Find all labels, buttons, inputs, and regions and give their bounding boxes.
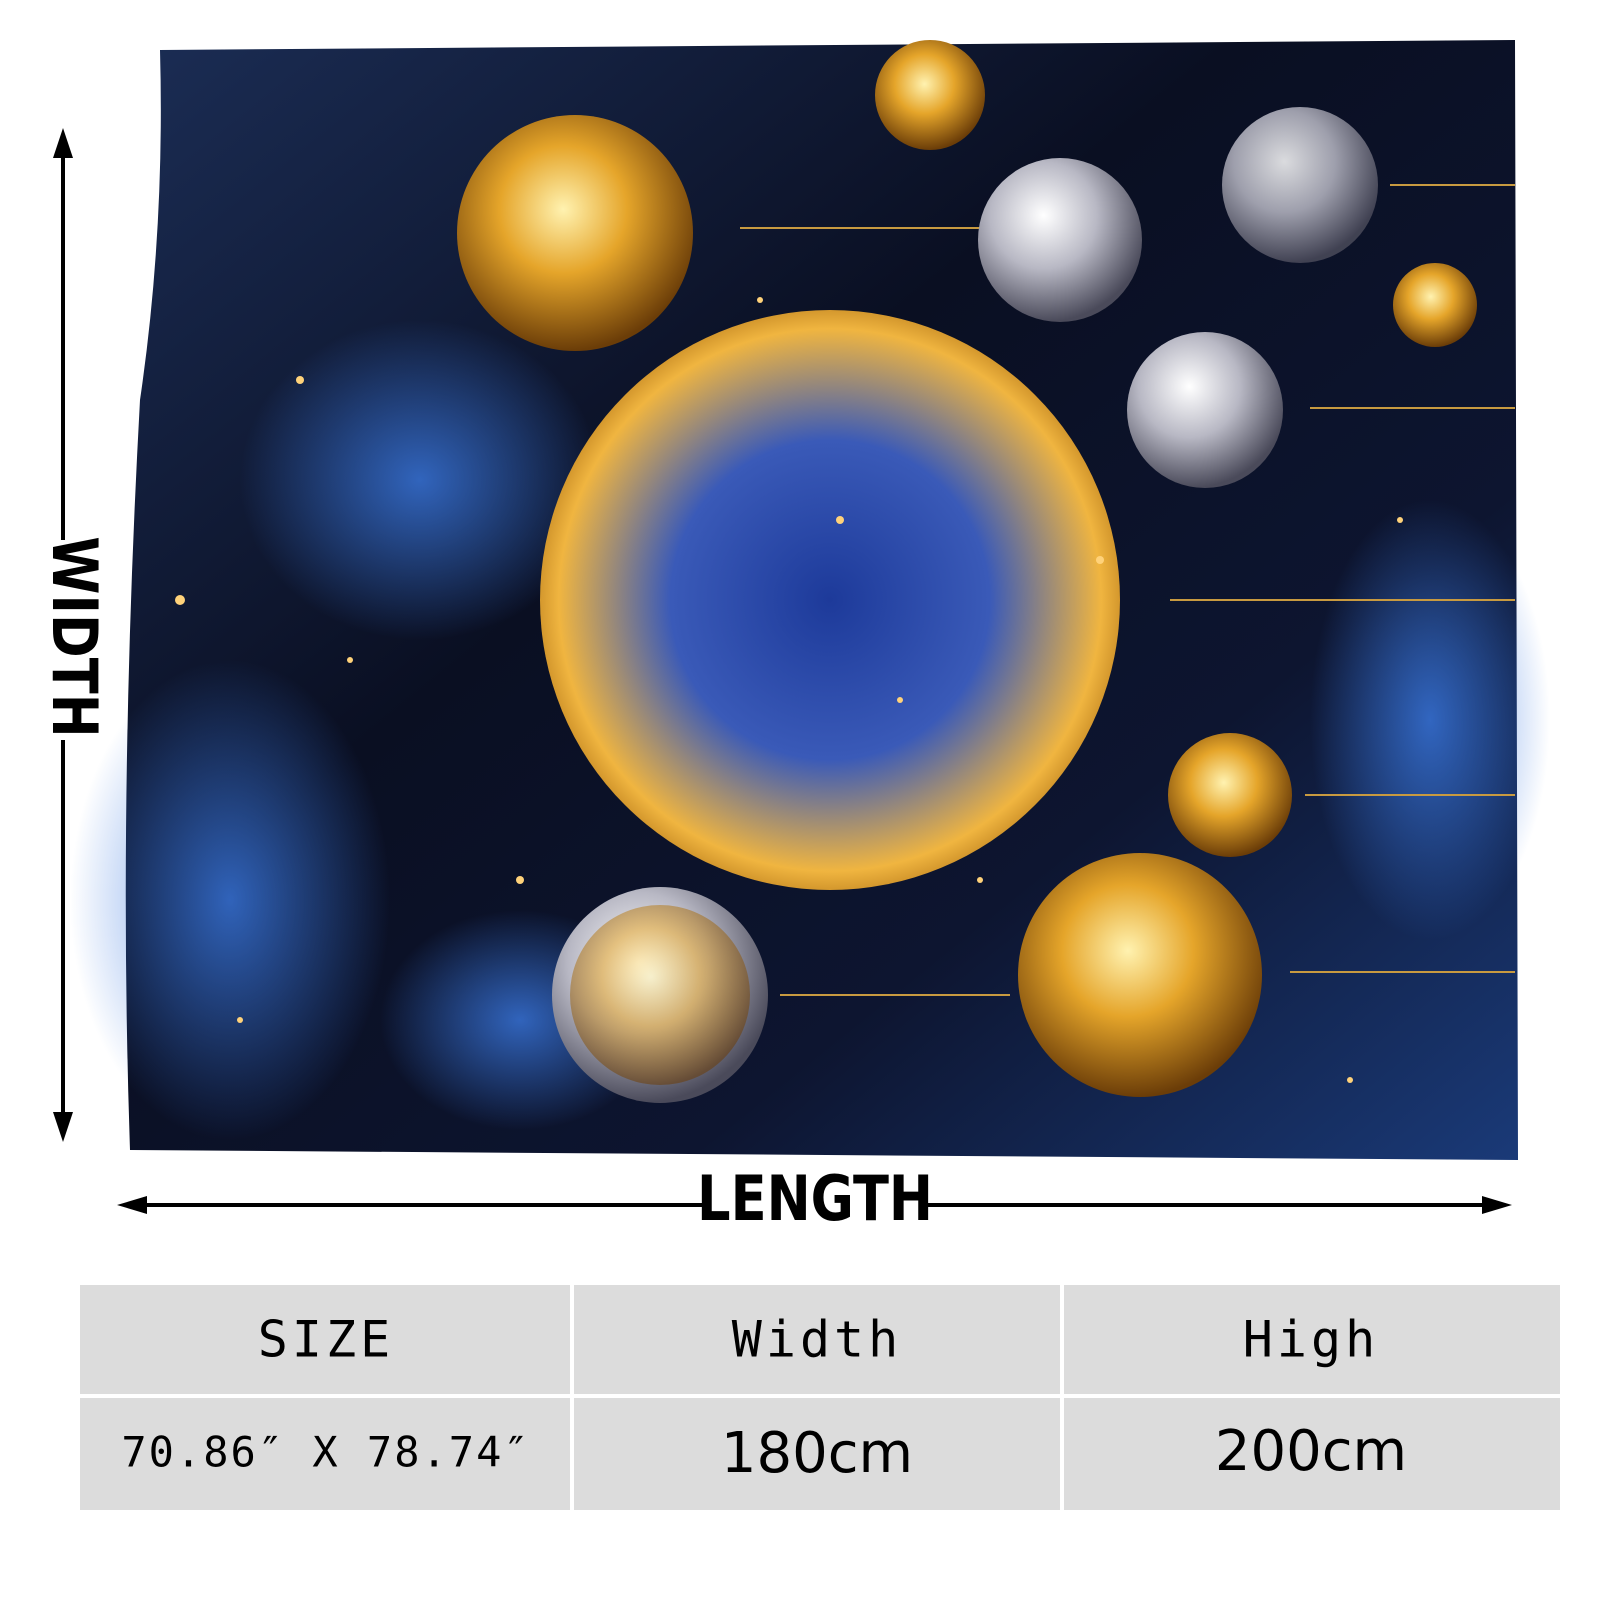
length-indicator: LENGTH xyxy=(117,1163,1512,1235)
table-cell: 200cm xyxy=(1215,1419,1407,1484)
ornament xyxy=(1222,107,1378,263)
ornament xyxy=(875,40,985,150)
ornament xyxy=(1393,263,1477,347)
header-cell: SIZE xyxy=(258,1311,394,1369)
header-cell: Width xyxy=(732,1311,903,1369)
ornament xyxy=(978,158,1142,322)
size-table: SIZE Width High 70.86″ X 78.74″ 180cm 20… xyxy=(80,1285,1560,1510)
ornament xyxy=(540,310,1120,890)
stars xyxy=(175,297,1403,1083)
table-cell: 180cm xyxy=(721,1421,913,1486)
header-cell: High xyxy=(1243,1311,1379,1369)
table-cell: 70.86″ X 78.74″ xyxy=(121,1428,530,1477)
blanket xyxy=(70,40,1550,1160)
width-label: WIDTH xyxy=(38,536,110,737)
ornament xyxy=(457,115,693,351)
length-label: LENGTH xyxy=(697,1163,933,1235)
chains xyxy=(740,184,1515,996)
ornament xyxy=(1168,733,1292,857)
width-indicator: WIDTH xyxy=(38,128,110,1142)
ornament xyxy=(1018,853,1262,1097)
ornament xyxy=(1127,332,1283,488)
